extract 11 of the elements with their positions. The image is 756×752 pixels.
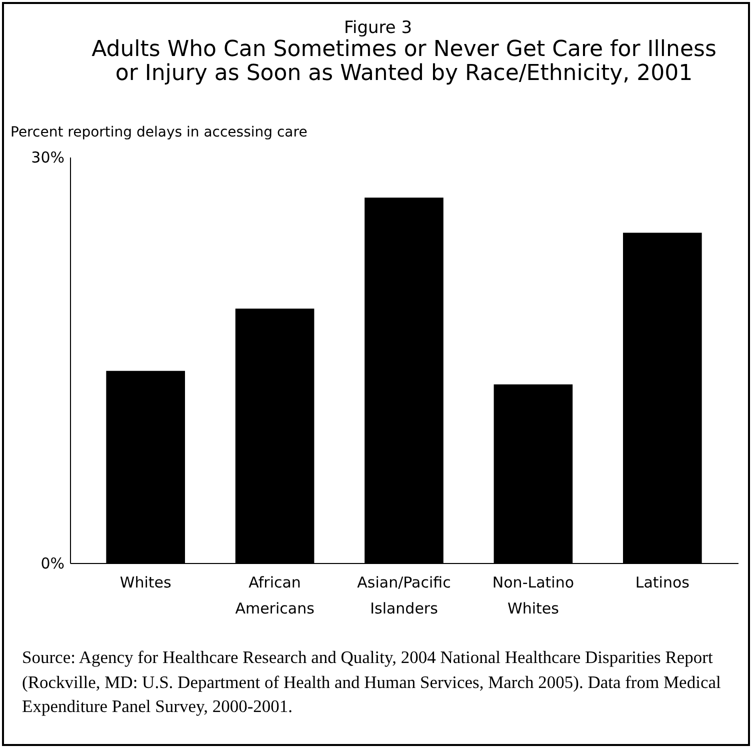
- x-tick-label: Whites: [120, 574, 172, 592]
- source-note: Source: Agency for Healthcare Research and Quality, 2004 National Healthcare Disparities Report (Rockville, MD: U.S. Department of Health and Human Services, March 2005). Data from Medical Expenditure Panel Survey, 2000-2001.: [22, 646, 722, 718]
- y-tick-label: 30%: [31, 148, 64, 166]
- x-tick-label: African Americans: [235, 574, 315, 618]
- chart-title: Adults Who Can Sometimes or Never Get Care for Illness or Injury as Soon as Wanted by Race/Ethnicity, 2001: [92, 37, 716, 86]
- y-axis-title: Percent reporting delays in accessing care: [10, 124, 308, 140]
- x-tick-label: Asian/Pacific Islanders: [357, 574, 451, 618]
- y-tick-label: 0%: [40, 554, 64, 572]
- x-tick-label: Latinos: [635, 574, 690, 592]
- caption: Figure 3: [342, 18, 414, 38]
- x-tick-label: Non-Latino Whites: [492, 574, 574, 618]
